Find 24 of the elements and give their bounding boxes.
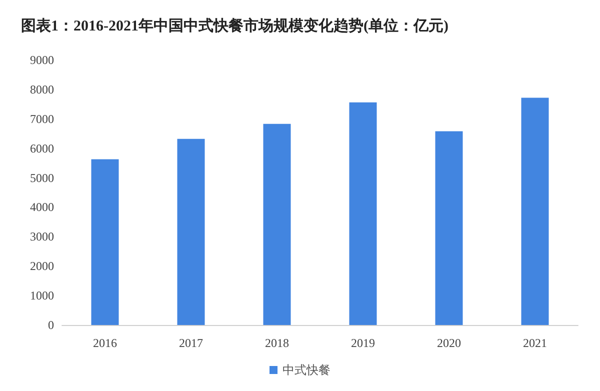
legend-label: 中式快餐 [282, 363, 330, 377]
x-tick-label: 2016 [93, 336, 117, 350]
x-tick-label: 2019 [351, 336, 375, 350]
y-tick-label: 5000 [30, 170, 54, 185]
y-tick-label: 0 [48, 318, 54, 332]
bar [435, 131, 463, 325]
bar [263, 124, 291, 325]
bar [91, 159, 119, 325]
y-tick-label: 1000 [30, 288, 54, 303]
y-tick-label: 4000 [30, 200, 54, 214]
y-tick-label: 9000 [30, 53, 54, 67]
bar [349, 102, 377, 325]
y-tick-label: 3000 [30, 230, 54, 244]
y-tick-label: 7000 [30, 112, 54, 126]
y-tick-label: 6000 [30, 141, 54, 156]
x-tick-label: 2018 [265, 336, 289, 350]
bar [177, 138, 205, 325]
x-tick-label: 2017 [179, 336, 203, 350]
bar [521, 98, 549, 325]
chart-title: 图表1：2016-2021年中国中式快餐市场规模变化趋势(单位：亿元) [21, 16, 448, 34]
y-tick-label: 2000 [30, 259, 54, 274]
y-tick-label: 8000 [30, 82, 54, 96]
x-tick-label: 2021 [523, 336, 547, 350]
x-tick-label: 2020 [437, 336, 461, 350]
